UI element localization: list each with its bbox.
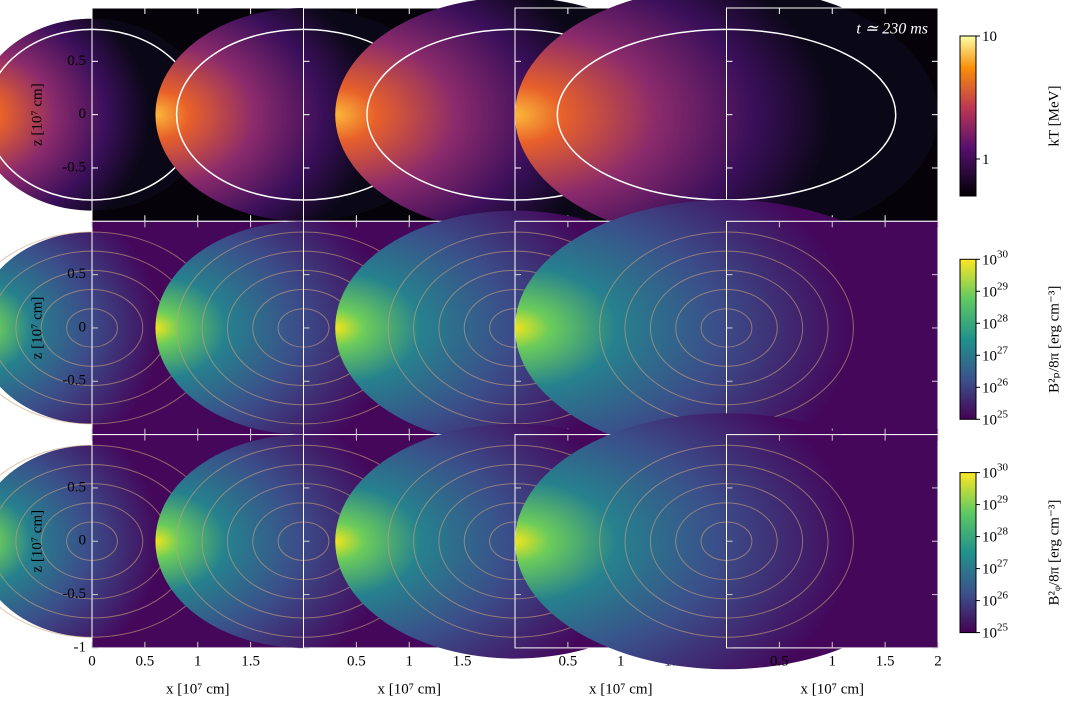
x-tick-label: 0.5 [136,653,155,669]
colorbar-tick-label: 1026 [982,376,1009,397]
y-tick-label: -0.5 [62,159,86,175]
colorbar-tick-label: 1030 [982,248,1009,269]
x-tick-label: 0 [88,653,96,669]
colorbar-tick-exponent: 30 [997,248,1009,260]
x-tick-label: 1.5 [453,653,472,669]
colorbar-tick-label: 1025 [982,621,1009,642]
colorbar-tick-base: 10 [982,562,997,578]
colorbar-tick-label: 10 [982,29,997,45]
y-tick-label: 0.5 [67,479,86,495]
colorbar-label: B²ᵩ/8π [erg cm⁻³] [1046,500,1062,606]
colorbar-tick-exponent: 28 [997,312,1009,324]
x-tick-label: 0.5 [770,653,789,669]
colorbar-tick-base: 10 [982,349,997,365]
colorbar-tick-label: 1028 [982,312,1009,333]
colorbar-tick-label: 1026 [982,589,1009,610]
x-tick-label: 0.5 [347,653,366,669]
colorbar-tick-base: 10 [982,498,997,514]
x-tick-label: 1 [617,653,625,669]
colorbar-tick-base: 10 [982,413,997,429]
x-tick-label: 2 [934,653,942,669]
colorbar-tick-label: 1025 [982,408,1009,429]
colorbar-tick-base: 10 [982,530,997,546]
colorbar-tick-exponent: 29 [997,280,1009,292]
colorbar [960,259,976,419]
colorbar-tick-exponent: 30 [997,461,1009,473]
y-axis-label: z [10⁷ cm] [29,83,45,146]
colorbar-tick-exponent: 29 [997,493,1009,505]
colorbar-tick-label: 1027 [982,344,1009,365]
x-tick-label: 0.5 [559,653,578,669]
colorbar [960,473,976,633]
x-axis-label: x [10⁷ cm] [800,681,864,697]
colorbar-tick-base: 10 [982,381,997,397]
y-tick-label: -1 [74,639,87,655]
y-tick-label: 0.5 [67,266,86,282]
colorbar-tick-exponent: 25 [997,621,1009,633]
x-tick-label: 1.5 [241,653,260,669]
y-axis-label: z [10⁷ cm] [29,297,45,360]
x-axis-label: x [10⁷ cm] [166,681,230,697]
colorbar-tick-label: 1029 [982,280,1009,301]
panel-title: t ≃ 230 ms [856,21,928,38]
colorbar-tick-label: 1 [982,152,990,168]
colorbar-tick-exponent: 27 [997,557,1009,569]
colorbar-tick-base: 1 [982,152,990,168]
y-tick-label: -0.5 [62,586,86,602]
colorbar-tick-label: 1030 [982,461,1009,482]
x-axis-label: x [10⁷ cm] [589,681,653,697]
colorbar-tick-base: 10 [982,29,997,45]
colorbar-tick-label: 1027 [982,557,1009,578]
y-tick-label: 0.5 [67,53,86,69]
x-axis-label: x [10⁷ cm] [377,681,441,697]
colorbar-tick-base: 10 [982,317,997,333]
figure: 0.50-0.5t ≃ 5.0 mst ≃ 10 mst = 66 mst ≃ … [0,0,1079,704]
colorbar-tick-exponent: 27 [997,344,1009,356]
colorbar-tick-base: 10 [982,594,997,610]
y-axis-label: z [10⁷ cm] [29,510,45,573]
colorbar-tick-exponent: 25 [997,408,1009,420]
y-tick-label: -0.5 [62,373,86,389]
colorbar-tick-base: 10 [982,466,997,482]
colorbar-tick-base: 10 [982,626,997,642]
y-tick-label: 0 [79,106,87,122]
x-tick-label: 1 [406,653,414,669]
colorbar-label: kT [MeV] [1046,86,1062,147]
y-tick-label: 0 [79,533,87,549]
colorbar-tick-label: 1029 [982,493,1009,514]
colorbar-tick-exponent: 26 [997,376,1009,388]
colorbar-tick-exponent: 28 [997,525,1009,537]
x-tick-label: 1.5 [876,653,895,669]
colorbar-tick-label: 1028 [982,525,1009,546]
x-tick-label: 1 [829,653,837,669]
x-tick-label: 1 [194,653,202,669]
colorbar-label: B²ₚ/8π [erg cm⁻³] [1046,286,1062,393]
colorbar-tick-base: 10 [982,285,997,301]
y-tick-label: 0 [79,319,87,335]
colorbar-tick-base: 10 [982,253,997,269]
colorbar-tick-exponent: 26 [997,589,1009,601]
colorbar [960,36,976,196]
